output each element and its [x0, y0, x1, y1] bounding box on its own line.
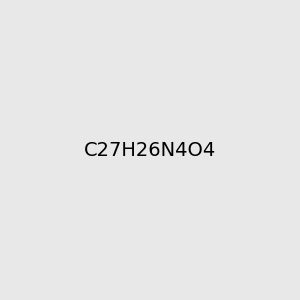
Text: C27H26N4O4: C27H26N4O4 — [84, 140, 216, 160]
